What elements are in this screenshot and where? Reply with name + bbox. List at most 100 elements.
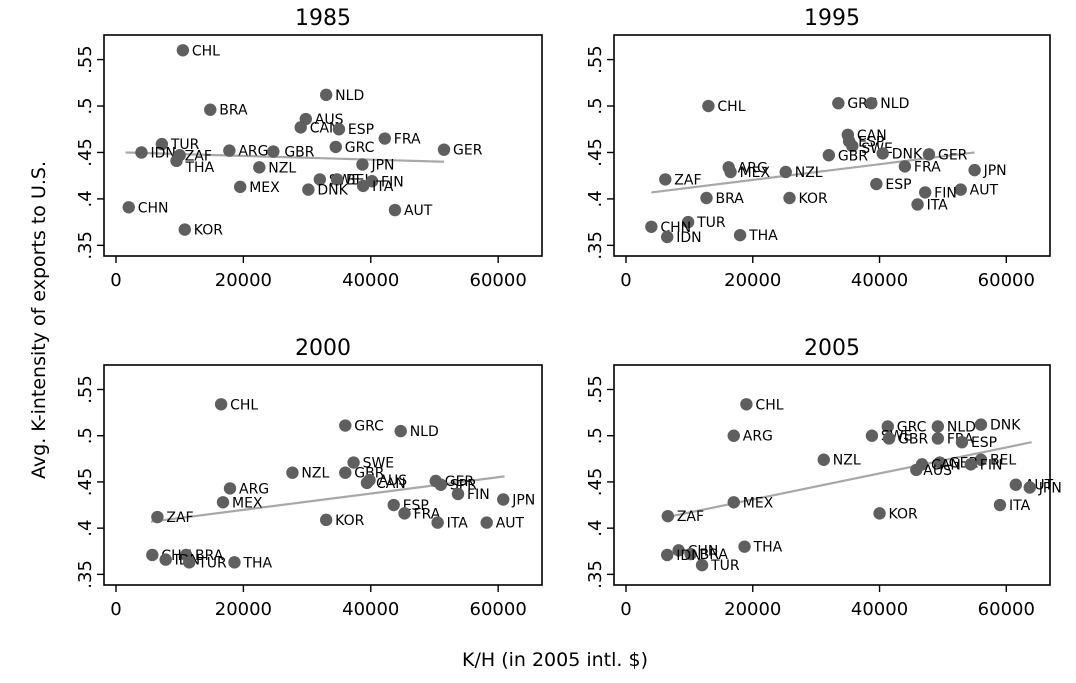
point-label-ita: ITA — [927, 197, 949, 213]
data-point-ger — [933, 456, 946, 469]
x-tick-label: 20000 — [215, 270, 272, 291]
x-tick-label: 60000 — [470, 270, 527, 291]
data-point-tha — [733, 228, 747, 242]
y-tick-label: .5 — [75, 97, 96, 114]
point-label-aut: AUT — [970, 183, 999, 199]
data-point-idn — [159, 553, 172, 566]
data-point-ita — [911, 198, 924, 211]
point-label-gbr: GBR — [354, 466, 384, 482]
y-tick-label: .35 — [585, 231, 606, 260]
data-point-tha — [738, 540, 751, 553]
data-point-aus — [910, 463, 923, 477]
point-label-zaf: ZAF — [677, 509, 704, 525]
x-tick-label: 0 — [110, 599, 121, 620]
point-label-idn: IDN — [150, 145, 175, 161]
data-point-fra — [898, 160, 912, 173]
data-point-kor — [783, 191, 796, 205]
x-tick-label: 20000 — [724, 270, 781, 291]
y-tick-label: .35 — [585, 560, 606, 589]
point-label-ita: ITA — [447, 516, 469, 532]
point-label-fra: FRA — [394, 132, 421, 148]
x-tick-label: 0 — [620, 599, 631, 620]
data-point-chn — [672, 544, 685, 557]
data-point-nld — [865, 97, 878, 110]
data-point-bra — [684, 547, 697, 561]
point-label-dnk: DNK — [892, 146, 923, 162]
point-label-nld: NLD — [410, 424, 439, 440]
y-tick-label: .45 — [75, 138, 96, 167]
data-point-chn — [645, 220, 658, 233]
y-tick-label: .35 — [75, 231, 96, 260]
data-point-dnk — [974, 418, 988, 431]
data-point-idn — [135, 146, 148, 159]
panel-1985: 1985 0 20000 40000 60000 .35 .4 .45 .5 .55 CHL BRA N… — [75, 6, 543, 291]
data-point-tur — [695, 558, 709, 572]
point-label-gbr: GBR — [898, 431, 928, 447]
data-point-swe — [313, 173, 327, 186]
data-point-tur — [183, 556, 196, 569]
x-tick-label: 20000 — [215, 599, 272, 620]
panel-2005: 2005 0 20000 40000 60000 .35 .4 .45 .5 .55 CHL DNK N… — [585, 336, 1062, 620]
data-point-fin — [451, 487, 465, 501]
data-point-bel — [974, 453, 988, 466]
point-label-nld: NLD — [880, 96, 909, 112]
data-point-grc — [339, 419, 352, 432]
data-point-fin — [918, 186, 932, 199]
data-point-chn — [122, 201, 135, 214]
point-label-tur: TUR — [197, 555, 227, 571]
x-tick-label: 20000 — [724, 599, 781, 620]
point-label-tha: THA — [753, 540, 783, 556]
data-point-grc — [832, 97, 845, 110]
point-label-esp: ESP — [885, 177, 911, 193]
point-label-arg: ARG — [239, 481, 269, 497]
point-label-bra: BRA — [195, 548, 224, 564]
point-label-arg: ARG — [738, 160, 768, 176]
point-label-mex: MEX — [249, 180, 280, 196]
point-label-tur: TUR — [696, 215, 726, 231]
data-point-aut — [388, 203, 402, 217]
plot-frame — [613, 364, 1051, 586]
data-point-tur — [155, 137, 169, 151]
data-point-jpn — [1023, 481, 1036, 494]
point-label-fin: FIN — [980, 457, 1003, 473]
point-label-fin: FIN — [467, 487, 490, 503]
point-label-gbr: GBR — [838, 148, 868, 164]
point-label-chl: CHL — [192, 43, 220, 59]
data-point-dnk — [876, 147, 889, 160]
point-label-can: CAN — [857, 128, 887, 144]
point-label-nzl: NZL — [833, 453, 861, 469]
point-label-mex: MEX — [740, 165, 771, 181]
data-point-zaf — [151, 510, 164, 524]
point-label-dnk: DNK — [990, 418, 1021, 434]
y-tick-label: .45 — [585, 468, 606, 497]
point-label-esp: ESP — [858, 134, 884, 150]
data-point-jpn — [497, 493, 510, 506]
point-label-zaf: ZAF — [674, 172, 701, 188]
point-label-ger: GER — [445, 474, 475, 490]
point-label-esp: ESP — [971, 435, 997, 451]
point-label-kor: KOR — [335, 513, 364, 529]
point-label-arg: ARG — [238, 144, 268, 160]
y-tick-label: .5 — [585, 97, 606, 114]
point-label-bel: BEL — [990, 453, 1016, 469]
data-point-gbr — [822, 149, 836, 162]
point-label-jpn: JPN — [1038, 480, 1062, 496]
point-label-chl: CHL — [717, 99, 745, 115]
data-point-can — [294, 121, 307, 134]
data-point-chn — [146, 548, 159, 562]
x-tick-label: 40000 — [851, 270, 908, 291]
fitted-line — [666, 441, 1032, 519]
point-label-nzl: NZL — [795, 165, 823, 181]
point-label-tha: THA — [185, 160, 215, 176]
data-point-kor — [319, 513, 333, 527]
point-label-mex: MEX — [232, 495, 263, 511]
data-point-aut — [1009, 478, 1023, 491]
point-label-ger: GER — [453, 143, 483, 159]
point-label-nld: NLD — [335, 88, 364, 104]
point-label-arg: ARG — [743, 429, 773, 445]
data-point-chl — [176, 44, 190, 57]
plot-frame — [103, 364, 543, 586]
